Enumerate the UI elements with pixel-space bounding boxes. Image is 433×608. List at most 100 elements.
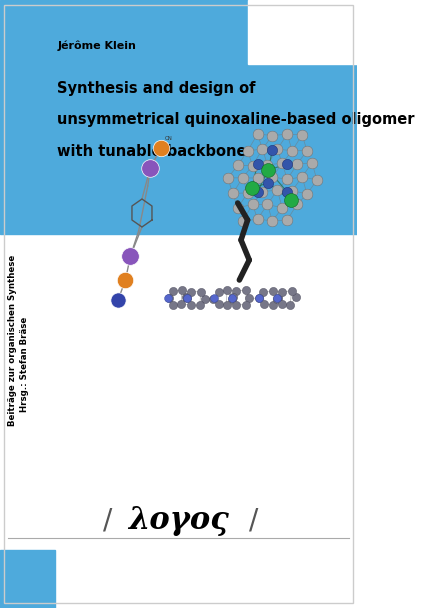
Point (210, 294, 216, 303)
Point (188, 300, 195, 310)
Point (265, 165, 272, 175)
Point (264, 160, 271, 170)
Point (288, 286, 295, 295)
Point (228, 294, 235, 303)
Point (279, 203, 286, 213)
Point (183, 292, 190, 302)
Point (233, 286, 239, 295)
Bar (0, 0, 357, 234)
Point (254, 187, 261, 197)
Point (187, 287, 194, 297)
Point (254, 130, 261, 139)
Point (274, 293, 281, 303)
Point (269, 131, 276, 140)
Point (284, 174, 291, 184)
Point (294, 159, 301, 169)
Point (284, 187, 291, 197)
Point (224, 173, 231, 183)
Point (234, 203, 241, 213)
Text: /: / (249, 506, 259, 534)
Point (289, 185, 296, 195)
Point (210, 293, 217, 303)
Point (244, 188, 251, 198)
Point (313, 175, 320, 185)
Point (261, 300, 268, 309)
Point (158, 143, 165, 153)
Point (270, 300, 277, 309)
Point (284, 215, 291, 225)
Point (234, 161, 241, 170)
Point (279, 287, 286, 297)
Point (299, 172, 306, 182)
Point (289, 146, 296, 156)
Point (223, 286, 230, 295)
Point (232, 300, 239, 309)
Point (274, 144, 281, 154)
Bar (0, 550, 55, 608)
Point (122, 275, 129, 285)
Point (254, 173, 261, 183)
Point (259, 187, 266, 196)
Text: Synthesis and design of: Synthesis and design of (57, 81, 255, 95)
Point (264, 199, 271, 209)
Point (259, 144, 266, 154)
Point (169, 286, 176, 296)
Point (265, 178, 272, 188)
Point (274, 185, 281, 195)
Text: with tunable backbone: with tunable backbone (57, 144, 247, 159)
Point (115, 295, 122, 305)
Point (292, 292, 299, 302)
Point (244, 146, 251, 156)
Point (249, 161, 256, 170)
Text: Beiträge zur organischen Synthese: Beiträge zur organischen Synthese (8, 255, 17, 426)
Point (304, 146, 310, 156)
Point (278, 299, 285, 309)
Point (299, 130, 306, 140)
Point (169, 300, 176, 310)
Point (246, 293, 253, 303)
Point (255, 294, 262, 303)
Text: /: / (103, 506, 112, 534)
Text: unsymmetrical quinoxaline-based oligomer: unsymmetrical quinoxaline-based oligomer (57, 112, 415, 127)
Point (284, 159, 291, 169)
Point (243, 300, 250, 309)
Point (229, 188, 236, 198)
Point (239, 173, 246, 182)
Point (256, 293, 263, 303)
Point (287, 300, 294, 310)
Point (304, 189, 310, 199)
Point (254, 214, 261, 224)
Point (147, 163, 154, 173)
Point (201, 294, 208, 303)
Point (223, 300, 230, 309)
Point (254, 159, 261, 169)
Point (127, 251, 134, 261)
Point (165, 293, 172, 303)
Text: Jérôme Klein: Jérôme Klein (57, 40, 136, 51)
Point (269, 216, 276, 226)
Text: Hrsg.: Stefan Bräse: Hrsg.: Stefan Bräse (20, 317, 29, 412)
Point (249, 199, 256, 209)
Point (279, 159, 286, 168)
Point (242, 286, 249, 295)
Point (196, 300, 203, 310)
Text: λογος: λογος (128, 505, 229, 536)
Bar (249, 0, 357, 64)
Point (294, 199, 301, 209)
Point (229, 293, 236, 303)
Text: CN: CN (165, 136, 173, 141)
Point (239, 216, 246, 226)
Point (269, 145, 276, 155)
Point (259, 288, 266, 297)
Point (275, 293, 281, 303)
Point (183, 293, 190, 303)
Point (309, 158, 316, 168)
Point (165, 293, 172, 303)
Point (229, 292, 236, 302)
Point (178, 299, 185, 309)
Point (274, 294, 281, 304)
Point (269, 172, 276, 182)
Point (215, 299, 222, 309)
Point (287, 195, 294, 205)
Point (178, 286, 185, 295)
